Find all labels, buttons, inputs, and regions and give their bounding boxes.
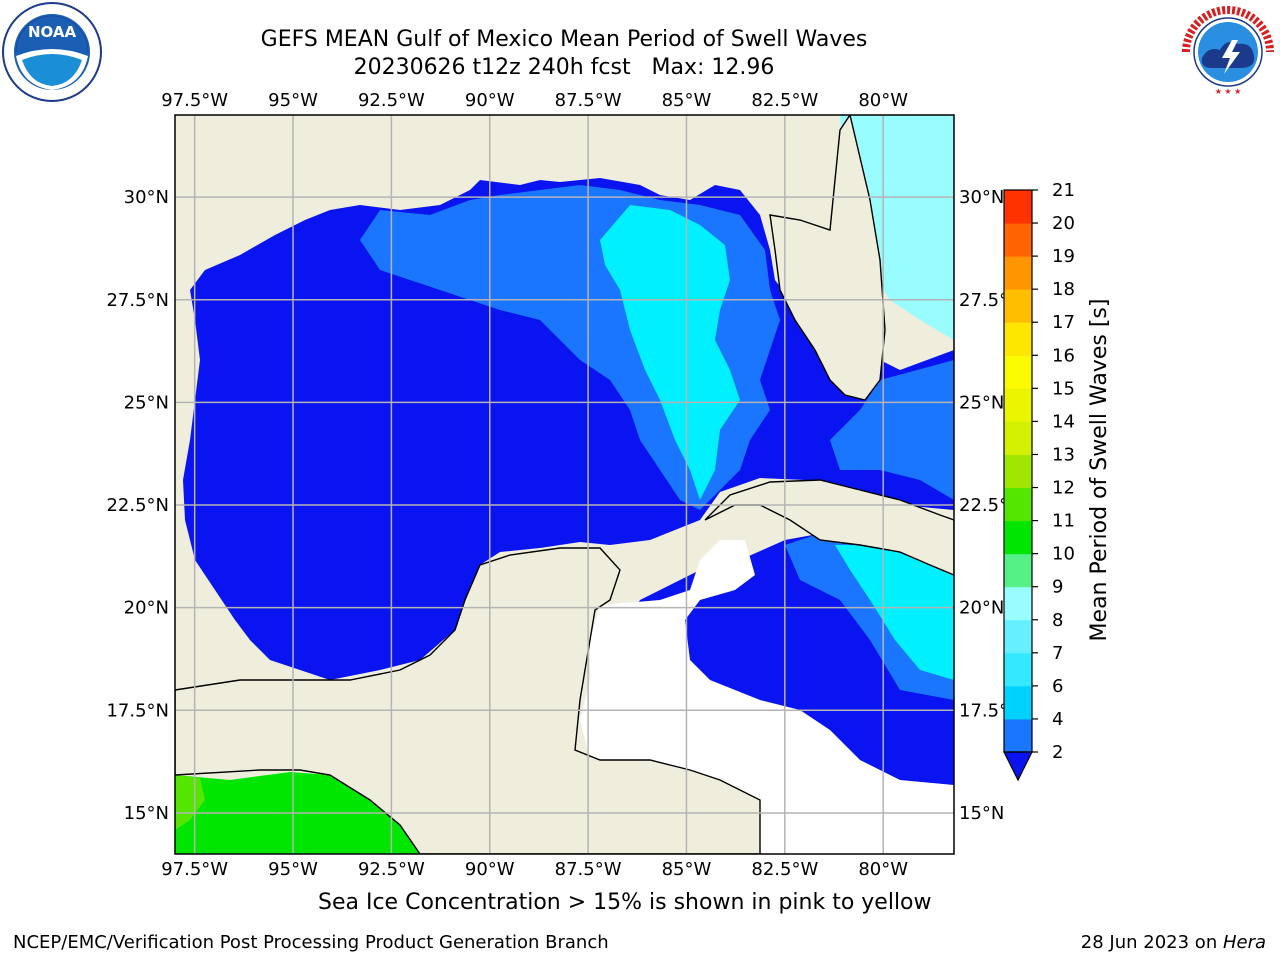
swell-band-cyan xyxy=(600,205,740,500)
svg-text:★ ★ ★: ★ ★ ★ xyxy=(1215,87,1242,96)
lon-label: 82.5°W xyxy=(751,859,818,880)
colorbar-segment xyxy=(1004,685,1032,720)
run-host: Hera xyxy=(1222,932,1266,953)
map-frame xyxy=(174,114,955,855)
colorbar-tick-label: 11 xyxy=(1052,511,1075,532)
colorbar-segment xyxy=(1004,190,1032,224)
swell-band-pale-cyan xyxy=(840,115,954,340)
lon-label: 90°W xyxy=(465,859,515,880)
lon-label: 82.5°W xyxy=(751,90,818,111)
colorbar-tick-label: 13 xyxy=(1052,444,1075,465)
colorbar: 2 4 6 7 8 9 10 11 12 13 14 15 16 17 18 19 20 21 xyxy=(1003,180,1075,782)
lat-label: 25°N xyxy=(124,392,169,413)
colorbar-tick-label: 17 xyxy=(1052,312,1075,333)
colorbar-segment xyxy=(1004,454,1032,489)
lat-label: 17.5°N xyxy=(106,700,169,721)
colorbar-segment xyxy=(1004,223,1032,257)
lon-labels-bottom: 97.5°W 95°W 92.5°W 90°W 87.5°W 85°W 82.5°W 80°W xyxy=(161,859,908,880)
colorbar-segment xyxy=(1004,718,1032,753)
colorbar-segment xyxy=(1004,619,1032,654)
colorbar-segment xyxy=(1004,388,1032,422)
lon-label: 92.5°W xyxy=(358,859,425,880)
colorbar-segment xyxy=(1004,289,1032,323)
lat-label: 20°N xyxy=(124,598,169,619)
lat-label: 20°N xyxy=(959,598,1004,619)
lat-label: 22.5°N xyxy=(106,495,169,516)
run-date: 28 Jun 2023 on xyxy=(1080,932,1223,953)
colorbar-tick-label: 12 xyxy=(1052,478,1075,499)
colorbar-frame xyxy=(1003,189,1033,753)
cuba-coast xyxy=(704,479,954,576)
colorbar-tick-label: 18 xyxy=(1052,279,1075,300)
colorbar-tick-label: 19 xyxy=(1052,246,1075,267)
lon-labels-top: 97.5°W 95°W 92.5°W 90°W 87.5°W 85°W 82.5°W 80°W xyxy=(161,90,908,111)
colorbar-tick-label: 14 xyxy=(1052,411,1075,432)
lat-labels-left: 30°N 27.5°N 25°N 22.5°N 20°N 17.5°N 15°N xyxy=(106,187,169,824)
colorbar-segment xyxy=(1004,421,1032,455)
lon-label: 97.5°W xyxy=(161,90,228,111)
lat-label: 25°N xyxy=(959,392,1004,413)
run-stamp: 28 Jun 2023 on Hera xyxy=(1081,932,1266,953)
nws-logo: ★ ★ ★ xyxy=(1180,4,1276,100)
colorbar-tick-label: 8 xyxy=(1052,610,1063,631)
colorbar-tick-label: 4 xyxy=(1052,709,1063,730)
colorbar-segment xyxy=(1004,520,1032,555)
swell-band-cyan-east xyxy=(835,545,954,680)
lon-label: 87.5°W xyxy=(555,859,622,880)
colorbar-label: Mean Period of Swell Waves [s] xyxy=(1087,299,1112,642)
colorbar-segment xyxy=(1004,256,1032,290)
colorbar-segment xyxy=(1004,355,1032,389)
lon-label: 95°W xyxy=(268,859,318,880)
lon-label: 87.5°W xyxy=(555,90,622,111)
lon-label: 90°W xyxy=(465,90,515,111)
colorbar-segment xyxy=(1004,586,1032,621)
colorbar-segment xyxy=(1004,652,1032,687)
pacific-swell-light xyxy=(175,775,205,830)
lon-label: 80°W xyxy=(858,90,908,111)
colorbar-segment xyxy=(1004,322,1032,356)
colorbar-segment xyxy=(1004,487,1032,522)
colorbar-under-arrow xyxy=(1003,751,1033,782)
colorbar-tick-label: 2 xyxy=(1052,742,1063,763)
chart-subtitle: 20230626 t12z 240h fcst Max: 12.96 xyxy=(353,55,775,80)
lon-label: 92.5°W xyxy=(358,90,425,111)
chart-title: GEFS MEAN Gulf of Mexico Mean Period of … xyxy=(260,27,868,52)
lon-label: 97.5°W xyxy=(161,859,228,880)
lat-label: 15°N xyxy=(124,803,169,824)
colorbar-tick-label: 9 xyxy=(1052,577,1063,598)
colorbar-tick-label: 20 xyxy=(1052,213,1075,234)
lat-label: 30°N xyxy=(959,187,1004,208)
noaa-logo: NOAA xyxy=(2,2,102,102)
colorbar-segment xyxy=(1004,553,1032,588)
colorbar-tick-label: 7 xyxy=(1052,643,1063,664)
noaa-logo-text: NOAA xyxy=(28,23,77,41)
colorbar-tick-label: 21 xyxy=(1052,180,1075,201)
lat-label: 30°N xyxy=(124,187,169,208)
lon-label: 85°W xyxy=(662,90,712,111)
colorbar-tick-label: 10 xyxy=(1052,544,1075,565)
lon-label: 80°W xyxy=(858,859,908,880)
swell-band-east xyxy=(830,360,954,500)
colorbar-tick-label: 16 xyxy=(1052,345,1075,366)
yucatan-coast xyxy=(175,547,761,854)
graticule xyxy=(175,115,954,854)
colorbar-tick-label: 15 xyxy=(1052,378,1075,399)
lat-label: 27.5°N xyxy=(106,290,169,311)
lon-label: 95°W xyxy=(268,90,318,111)
colorbar-tick-label: 6 xyxy=(1052,676,1063,697)
map-frame-content xyxy=(175,115,954,854)
lon-label: 85°W xyxy=(662,859,712,880)
lat-label: 15°N xyxy=(959,803,1004,824)
credit-line: NCEP/EMC/Verification Post Processing Pr… xyxy=(13,932,609,953)
